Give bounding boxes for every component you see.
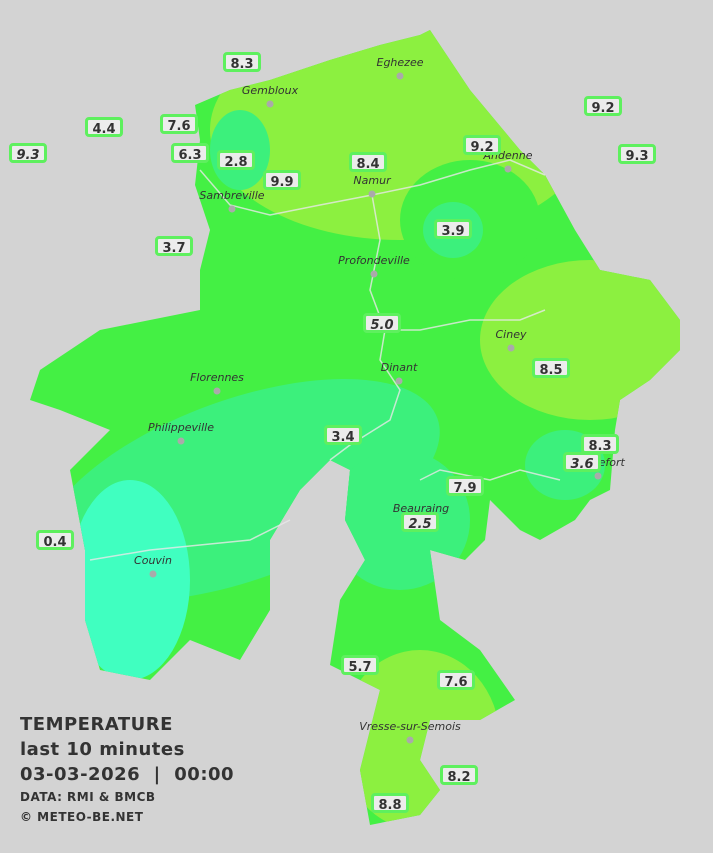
city-dot bbox=[395, 377, 403, 385]
station-reading: 8.5 bbox=[532, 358, 570, 378]
city-label: Eghezee bbox=[377, 56, 424, 69]
legend-title: TEMPERATURE bbox=[20, 714, 173, 735]
city-dot bbox=[149, 570, 157, 578]
city-label: Philippeville bbox=[148, 421, 214, 434]
legend: TEMPERATURE last 10 minutes 03-03-2026 |… bbox=[20, 712, 234, 827]
city-dot bbox=[507, 344, 515, 352]
city-dot bbox=[370, 270, 378, 278]
legend-copyright: © METEO-BE.NET bbox=[20, 810, 144, 824]
station-reading: 3.6 bbox=[563, 452, 601, 472]
station-reading: 2.5 bbox=[401, 512, 439, 532]
station-reading: 8.3 bbox=[223, 52, 261, 72]
city-label: Profondeville bbox=[338, 254, 410, 267]
city-label: Dinant bbox=[381, 361, 418, 374]
city-dot bbox=[368, 190, 376, 198]
city-dot bbox=[266, 100, 274, 108]
station-reading: 7.6 bbox=[160, 114, 198, 134]
station-reading: 8.4 bbox=[349, 152, 387, 172]
station-reading: 4.4 bbox=[85, 117, 123, 137]
station-reading: 3.9 bbox=[434, 219, 472, 239]
station-reading: 9.9 bbox=[263, 170, 301, 190]
station-reading: 2.8 bbox=[217, 150, 255, 170]
station-reading: 8.3 bbox=[581, 434, 619, 454]
legend-period: last 10 minutes bbox=[20, 739, 185, 760]
station-reading: 0.4 bbox=[36, 530, 74, 550]
station-reading: 8.2 bbox=[440, 765, 478, 785]
city-dot bbox=[406, 736, 414, 744]
station-reading: 8.8 bbox=[371, 793, 409, 813]
station-reading: 6.3 bbox=[171, 143, 209, 163]
station-reading: 9.2 bbox=[584, 96, 622, 116]
legend-source: DATA: RMI & BMCB bbox=[20, 790, 156, 804]
station-reading: 9.3 bbox=[618, 144, 656, 164]
city-label: Vresse-sur-Semois bbox=[359, 720, 461, 733]
city-dot bbox=[396, 72, 404, 80]
city-label: Namur bbox=[353, 174, 392, 187]
station-reading: 9.3 bbox=[9, 143, 47, 163]
city-dot bbox=[177, 437, 185, 445]
station-reading: 5.7 bbox=[341, 655, 379, 675]
station-reading: 9.2 bbox=[463, 135, 501, 155]
station-reading: 5.0 bbox=[363, 313, 401, 333]
station-reading: 3.7 bbox=[155, 236, 193, 256]
city-label: Sambreville bbox=[199, 189, 264, 202]
city-label: Florennes bbox=[190, 371, 244, 384]
city-dot bbox=[228, 205, 236, 213]
city-dot bbox=[504, 165, 512, 173]
city-label: Ciney bbox=[496, 328, 527, 341]
station-reading: 7.6 bbox=[437, 670, 475, 690]
legend-datetime: 03-03-2026 | 00:00 bbox=[20, 764, 235, 785]
station-reading: 7.9 bbox=[446, 476, 484, 496]
station-reading: 3.4 bbox=[324, 425, 362, 445]
city-label: Gembloux bbox=[242, 84, 299, 97]
city-dot bbox=[213, 387, 221, 395]
city-label: Beauraing bbox=[393, 502, 449, 515]
city-label: Couvin bbox=[134, 554, 172, 567]
city-dot bbox=[594, 472, 602, 480]
